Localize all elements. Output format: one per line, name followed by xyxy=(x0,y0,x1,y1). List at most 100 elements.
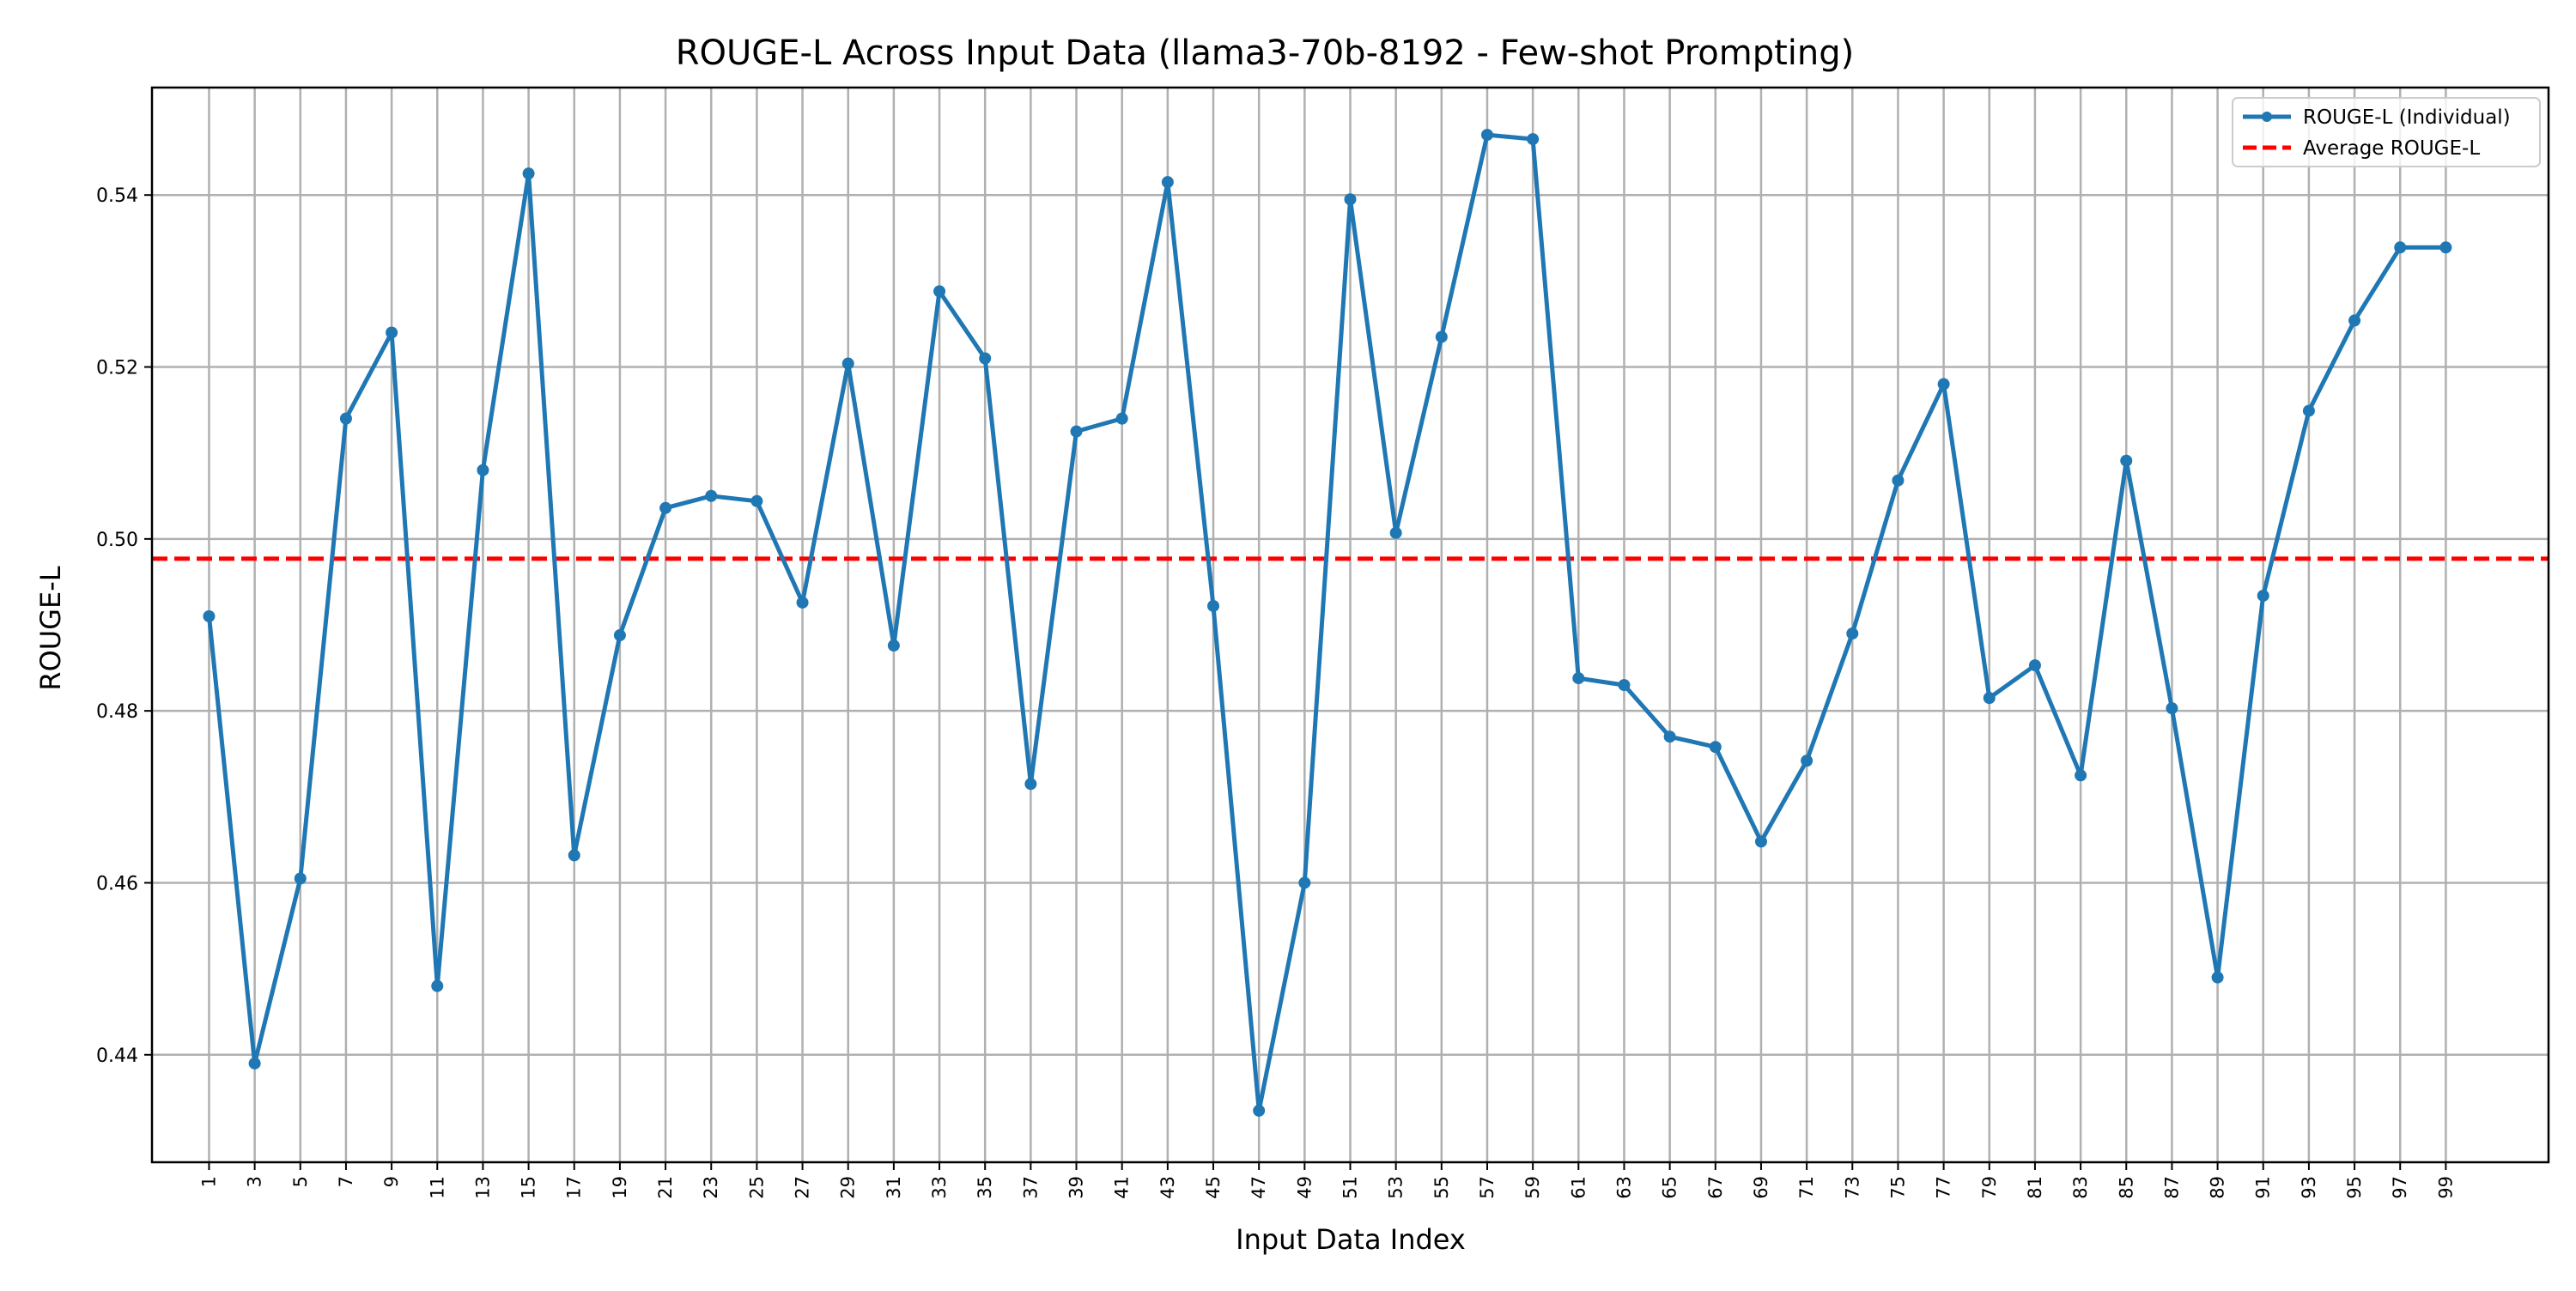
data-point xyxy=(1618,679,1630,691)
data-point xyxy=(523,167,535,179)
data-point xyxy=(888,639,900,652)
data-point xyxy=(1253,1105,1265,1117)
x-tick-label: 37 xyxy=(1020,1176,1041,1199)
data-point xyxy=(2166,702,2178,714)
x-tick-label: 17 xyxy=(564,1176,585,1199)
x-tick-label: 45 xyxy=(1203,1176,1224,1199)
x-tick-label: 9 xyxy=(381,1176,402,1187)
x-tick-label: 47 xyxy=(1249,1176,1269,1199)
data-point xyxy=(2394,241,2406,253)
x-tick-label: 67 xyxy=(1705,1176,1726,1199)
x-tick-label: 53 xyxy=(1386,1176,1406,1199)
x-tick-label: 59 xyxy=(1522,1176,1543,1199)
data-point xyxy=(2120,455,2132,467)
x-tick-label: 39 xyxy=(1066,1176,1087,1199)
x-tick-label: 7 xyxy=(336,1176,356,1187)
data-point xyxy=(1527,133,1539,145)
x-tick-label: 77 xyxy=(1934,1176,1954,1199)
legend-label-average: Average ROUGE-L xyxy=(2303,137,2480,160)
x-tick-label: 43 xyxy=(1157,1176,1178,1199)
x-tick-label: 91 xyxy=(2253,1176,2274,1199)
data-point xyxy=(1345,193,1357,205)
y-tick-label: 0.48 xyxy=(96,701,138,723)
x-tick-label: 27 xyxy=(793,1176,813,1199)
x-tick-label: 31 xyxy=(884,1176,904,1199)
x-tick-label: 55 xyxy=(1431,1176,1452,1199)
data-point xyxy=(614,629,626,641)
data-point xyxy=(1572,672,1584,684)
legend: ROUGE-L (Individual) Average ROUGE-L xyxy=(2233,98,2540,167)
x-tick-label: 3 xyxy=(245,1176,265,1187)
x-tick-label: 51 xyxy=(1340,1176,1361,1199)
data-point xyxy=(705,490,717,502)
x-tick-label: 49 xyxy=(1294,1176,1315,1199)
data-point xyxy=(2212,972,2224,984)
data-point xyxy=(1207,600,1219,612)
x-tick-label: 87 xyxy=(2161,1176,2182,1199)
data-point xyxy=(1390,527,1402,539)
y-tick-label: 0.46 xyxy=(96,873,138,894)
data-point xyxy=(1755,835,1767,847)
x-tick-label: 61 xyxy=(1568,1176,1589,1199)
data-point xyxy=(2303,405,2315,417)
data-point xyxy=(477,464,489,476)
x-tick-label: 21 xyxy=(655,1176,676,1199)
x-tick-label: 79 xyxy=(1979,1176,2000,1199)
x-tick-label: 81 xyxy=(2025,1176,2045,1199)
data-point xyxy=(2257,590,2269,602)
x-tick-label: 25 xyxy=(746,1176,767,1199)
x-tick-label: 19 xyxy=(610,1176,630,1199)
x-tick-label: 73 xyxy=(1842,1176,1862,1199)
y-tick-label: 0.54 xyxy=(96,185,138,207)
data-point xyxy=(1436,330,1448,342)
x-tick-label: 85 xyxy=(2116,1176,2136,1199)
data-point xyxy=(2439,241,2451,253)
y-tick-label: 0.52 xyxy=(96,358,138,379)
chart-title: ROUGE-L Across Input Data (llama3-70b-81… xyxy=(676,33,1855,73)
data-point xyxy=(295,872,307,884)
x-tick-label: 95 xyxy=(2344,1176,2365,1199)
data-point xyxy=(249,1058,261,1070)
data-point xyxy=(933,285,945,297)
data-point xyxy=(2029,659,2041,671)
x-tick-label: 97 xyxy=(2390,1176,2410,1199)
x-tick-label: 35 xyxy=(975,1176,995,1199)
y-tick-label: 0.50 xyxy=(96,530,138,551)
x-tick-label: 63 xyxy=(1613,1176,1634,1199)
data-point xyxy=(2348,314,2360,326)
x-tick-label: 11 xyxy=(427,1176,447,1199)
x-tick-label: 99 xyxy=(2435,1176,2456,1199)
x-tick-label: 15 xyxy=(519,1176,539,1199)
data-point xyxy=(979,353,991,365)
data-point xyxy=(1071,426,1083,438)
data-point xyxy=(797,597,809,609)
data-point xyxy=(1846,627,1858,639)
x-tick-label: 13 xyxy=(472,1176,493,1199)
data-point xyxy=(659,502,671,514)
data-point xyxy=(1938,379,1950,391)
data-point xyxy=(340,413,352,425)
data-point xyxy=(750,495,762,507)
data-point xyxy=(1710,741,1722,753)
x-axis-label: Input Data Index xyxy=(1236,1223,1466,1256)
x-tick-label: 65 xyxy=(1660,1176,1680,1199)
x-tick-label: 41 xyxy=(1112,1176,1133,1199)
legend-marker-individual xyxy=(2262,112,2272,122)
data-point xyxy=(1116,413,1128,425)
data-point xyxy=(1984,692,1996,704)
data-point xyxy=(431,980,443,992)
x-tick-label: 29 xyxy=(838,1176,859,1199)
x-tick-label: 69 xyxy=(1751,1176,1771,1199)
data-point xyxy=(1481,129,1493,141)
data-point xyxy=(1892,475,1904,487)
data-point xyxy=(1664,730,1676,742)
data-point xyxy=(842,358,854,370)
x-tick-label: 57 xyxy=(1477,1176,1498,1199)
data-point xyxy=(1801,755,1813,767)
data-point xyxy=(2075,769,2087,781)
data-point xyxy=(1024,778,1036,790)
data-point xyxy=(1162,176,1174,188)
x-tick-label: 5 xyxy=(290,1176,311,1187)
